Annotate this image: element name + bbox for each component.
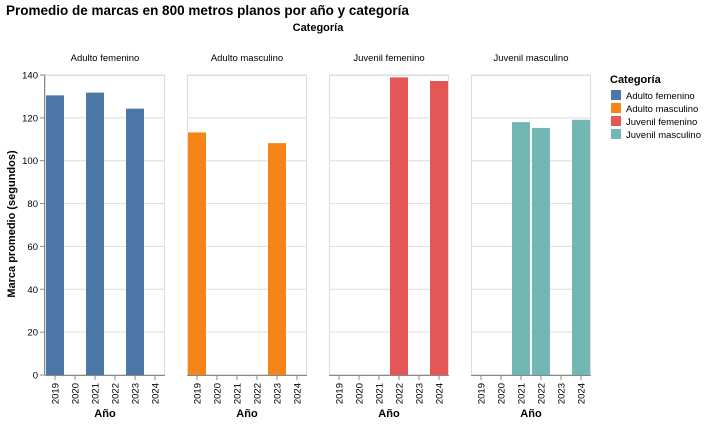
x-tick-label: 2021 xyxy=(517,383,528,404)
y-tick-label: 20 xyxy=(27,328,38,339)
legend-swatch xyxy=(611,90,621,100)
y-tick-label: 0 xyxy=(33,371,38,382)
bar xyxy=(390,77,408,375)
y-tick-label: 120 xyxy=(22,113,38,124)
x-axis-label: Año xyxy=(520,408,542,420)
x-tick-label: 2020 xyxy=(497,383,508,404)
facet-label: Juvenil masculino xyxy=(494,53,569,64)
panel-frame xyxy=(45,75,165,375)
x-tick-label: 2024 xyxy=(293,383,304,404)
y-axis: 0 20 40 60 80 100 120 140 xyxy=(22,71,45,382)
bar xyxy=(572,119,590,376)
x-tick-label: 2019 xyxy=(193,383,204,404)
legend-label: Juvenil femenino xyxy=(626,117,697,128)
legend-swatch xyxy=(611,116,621,126)
legend: Categoría Adulto femenino Adulto masculin… xyxy=(610,74,701,141)
x-tick-label: 2024 xyxy=(577,383,588,404)
x-tick-label: 2019 xyxy=(335,383,346,404)
x-tick-label: 2020 xyxy=(355,383,366,404)
chart-title: Promedio de marcas en 800 metros planos … xyxy=(6,3,409,18)
facet-panel: Juvenil femenino 2019 2020 2021 2022 2023 2024… xyxy=(329,53,449,420)
legend-item: Adulto femenino xyxy=(611,90,695,102)
legend-label: Adulto femenino xyxy=(626,91,695,102)
y-tick-label: 80 xyxy=(27,199,38,210)
x-axis-label: Año xyxy=(378,408,400,420)
x-axis-label: Año xyxy=(94,408,116,420)
x-tick-label: 2024 xyxy=(151,383,162,404)
x-tick-label: 2021 xyxy=(91,383,102,404)
x-tick-label: 2020 xyxy=(71,383,82,404)
legend-title: Categoría xyxy=(610,74,662,86)
bar xyxy=(512,122,530,376)
legend-label: Juvenil masculino xyxy=(626,130,701,141)
legend-item: Juvenil masculino xyxy=(611,129,701,141)
bar xyxy=(188,132,206,375)
legend-swatch xyxy=(611,129,621,139)
facet-label: Juvenil femenino xyxy=(353,53,424,64)
panel-frame xyxy=(187,75,307,375)
x-tick-label: 2023 xyxy=(273,383,284,404)
facet-panel: Adulto femenino 2019 2020 2021 2022 2023 2024 A… xyxy=(45,53,165,420)
bar xyxy=(126,108,144,376)
facet-label: Adulto femenino xyxy=(71,53,140,64)
bar xyxy=(46,95,64,375)
x-tick-label: 2022 xyxy=(111,383,122,404)
x-tick-label: 2023 xyxy=(415,383,426,404)
y-tick-label: 60 xyxy=(27,242,38,253)
x-tick-label: 2024 xyxy=(435,383,446,404)
y-tick-label: 40 xyxy=(27,285,38,296)
bar xyxy=(86,92,104,376)
y-axis-label: Marca promedio (segundos) xyxy=(6,150,18,298)
x-axis-label: Año xyxy=(236,408,258,420)
facet-label: Adulto masculino xyxy=(211,53,283,64)
y-tick-label: 140 xyxy=(22,71,38,82)
x-tick-label: 2019 xyxy=(51,383,62,404)
x-tick-label: 2020 xyxy=(213,383,224,404)
facet-panel: Adulto masculino 2019 2020 2021 2022 2023 2024… xyxy=(187,53,307,420)
facet-header: Categoría xyxy=(293,22,345,34)
legend-item: Adulto masculino xyxy=(611,103,698,115)
x-tick-label: 2021 xyxy=(375,383,386,404)
x-tick-label: 2022 xyxy=(253,383,264,404)
x-tick-label: 2019 xyxy=(477,383,488,404)
facet-panel: Juvenil masculino 2019 2020 2021 2022 2023 202… xyxy=(471,53,591,420)
y-tick-label: 100 xyxy=(22,156,38,167)
bar xyxy=(532,127,550,375)
x-tick-label: 2023 xyxy=(557,383,568,404)
x-tick-label: 2022 xyxy=(537,383,548,404)
panel-frame xyxy=(329,75,449,375)
x-tick-label: 2022 xyxy=(395,383,406,404)
x-tick-label: 2023 xyxy=(131,383,142,404)
legend-item: Juvenil femenino xyxy=(611,116,697,128)
x-tick-label: 2021 xyxy=(233,383,244,404)
legend-swatch xyxy=(611,103,621,113)
legend-label: Adulto masculino xyxy=(626,104,698,115)
bar xyxy=(268,143,286,375)
panel-frame xyxy=(471,75,591,375)
bar xyxy=(430,81,448,375)
